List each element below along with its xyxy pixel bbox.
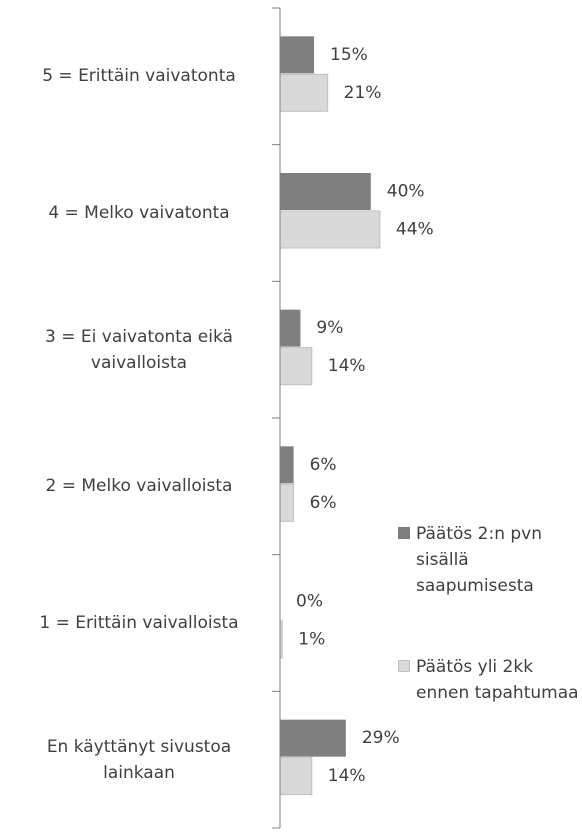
- data-label: 6%: [310, 493, 337, 513]
- data-label: 14%: [328, 766, 366, 786]
- bar: [279, 757, 313, 796]
- data-label: 9%: [316, 318, 343, 338]
- category-label: 4 = Melko vaivatonta: [48, 203, 230, 223]
- bar: [279, 347, 313, 386]
- category-label: 1 = Erittäin vaivalloista: [39, 613, 239, 633]
- data-label: 15%: [330, 45, 368, 65]
- bar: [279, 73, 329, 112]
- data-label: 40%: [387, 182, 425, 202]
- bar: [280, 446, 294, 484]
- bar: [279, 210, 381, 249]
- data-label: 1%: [298, 630, 325, 650]
- data-label: 6%: [310, 455, 337, 475]
- data-label: 44%: [396, 220, 434, 240]
- bar: [280, 719, 346, 757]
- bar: [280, 173, 371, 210]
- legend-label: Päätös yli 2kk ennen tapahtumaa: [416, 657, 579, 703]
- bar: [279, 483, 295, 522]
- data-label: 14%: [328, 356, 366, 376]
- bar: [280, 36, 315, 74]
- category-label: 5 = Erittäin vaivatonta: [42, 66, 236, 87]
- data-label: 29%: [362, 728, 400, 748]
- legend-swatch: [398, 660, 410, 672]
- category-label: 2 = Melko vaivalloista: [45, 476, 233, 497]
- data-label: 0%: [296, 592, 323, 612]
- legend-swatch: [398, 527, 410, 539]
- legend-label: Päätös 2:n pvn sisällä saapumisesta: [416, 524, 542, 596]
- legend-item: Päätös 2:n pvn sisällä saapumisesta: [398, 521, 580, 599]
- data-label: 21%: [344, 83, 382, 103]
- legend-item: Päätös yli 2kk ennen tapahtumaa: [398, 654, 580, 706]
- bar: [280, 309, 301, 347]
- category-label: 3 = Ei vaivatonta eikä vaivalloista: [45, 326, 233, 373]
- category-label: En käyttänyt sivustoa lainkaan: [46, 736, 232, 783]
